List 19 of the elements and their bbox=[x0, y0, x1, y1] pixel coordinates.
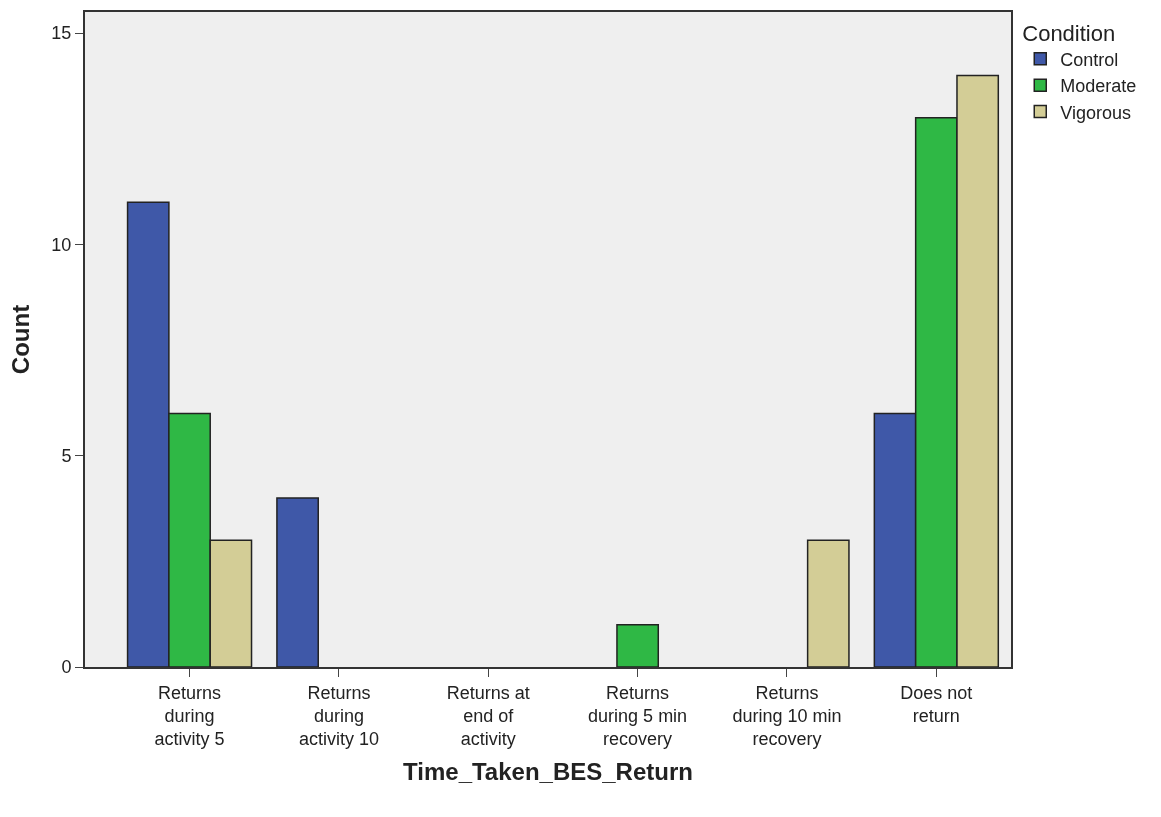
y-tick-label: 15 bbox=[51, 23, 72, 44]
bar bbox=[616, 623, 660, 667]
x-axis-title: Time_Taken_BES_Return bbox=[403, 758, 693, 786]
bar bbox=[806, 539, 850, 667]
legend-label: Control bbox=[1060, 49, 1119, 70]
bar bbox=[276, 497, 319, 667]
x-tick-label: Returns during 10 min recovery bbox=[732, 682, 842, 750]
x-tick-label: Does not return bbox=[900, 682, 973, 726]
legend-title: Condition bbox=[1022, 20, 1116, 46]
y-tick-label: 5 bbox=[61, 446, 72, 467]
x-tick-label: Returns during activity 10 bbox=[298, 682, 379, 750]
legend-label: Moderate bbox=[1060, 76, 1137, 97]
y-axis-title: Count bbox=[6, 304, 34, 375]
x-tick-label: Returns at end of activity bbox=[446, 682, 530, 750]
x-tick-label: Returns during activity 5 bbox=[154, 682, 225, 750]
legend-label: Vigorous bbox=[1060, 102, 1131, 123]
y-tick-label: 10 bbox=[51, 234, 72, 255]
y-tick-label: 0 bbox=[61, 657, 72, 678]
x-tick-label: Returns during 5 min recovery bbox=[588, 682, 688, 750]
